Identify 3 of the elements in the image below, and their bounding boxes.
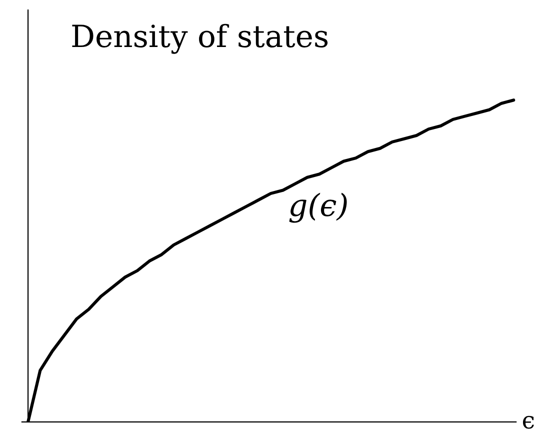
chart-title: Density of states <box>72 24 328 54</box>
x-axis-title: ϵ <box>522 416 534 429</box>
annotation: g(ϵ) <box>289 192 347 223</box>
